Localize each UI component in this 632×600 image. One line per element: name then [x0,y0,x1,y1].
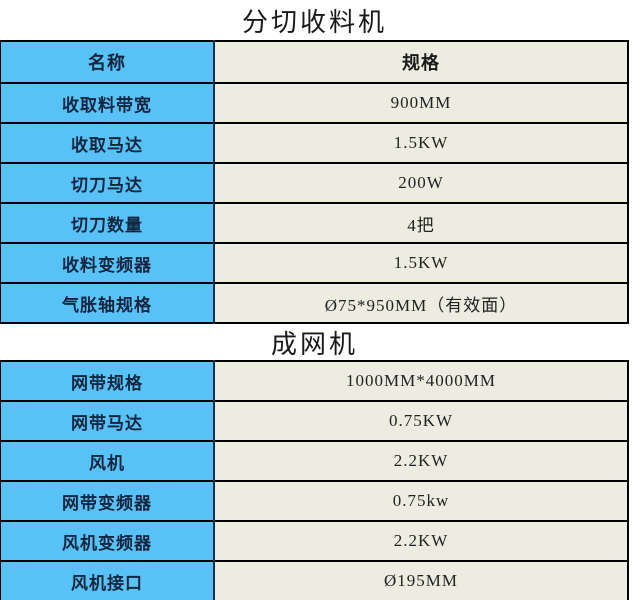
row-label-cell: 收取马达 [0,123,215,163]
row-label-cell: 切刀马达 [0,163,215,203]
row-label-cell: 风机变频器 [0,521,215,561]
section-title-slitting-winder: 分切收料机 [241,7,387,37]
row-label-cell: 气胀轴规格 [0,283,215,323]
row-value-cell: 2.2KW [214,441,628,481]
row-label-cell: 收料变频器 [0,243,215,283]
row-value-cell: 0.75kw [214,481,628,521]
table-row: 风机接口 Ø195MM [0,561,628,600]
row-label-cell: 网带规格 [0,361,215,401]
spec-table-slitting-winder: 名称 规格 收取料带宽 900MM 收取马达 1.5KW 切刀马达 200W 切… [0,40,629,324]
row-value-cell: Ø195MM [214,561,628,600]
row-value-cell: Ø75*950MM（有效面） [214,283,628,323]
row-value-cell: 1.5KW [214,243,628,283]
row-label-cell: 切刀数量 [0,203,215,243]
row-label-cell: 网带马达 [0,401,215,441]
row-value-cell: 4把 [214,203,628,243]
table-row: 风机变频器 2.2KW [0,521,628,561]
row-value-cell: 200W [214,163,628,203]
table-row: 气胀轴规格 Ø75*950MM（有效面） [0,283,628,323]
table-row: 网带马达 0.75KW [0,401,628,441]
table-row: 切刀数量 4把 [0,203,628,243]
row-label-cell: 风机接口 [0,561,215,600]
header-name-cell: 名称 [0,41,215,83]
table-row: 收取马达 1.5KW [0,123,628,163]
section-title-web-forming-machine: 成网机 [270,329,358,359]
table-row: 收取料带宽 900MM [0,83,628,123]
row-value-cell: 1.5KW [214,123,628,163]
row-label-cell: 网带变频器 [0,481,215,521]
table-header-row: 名称 规格 [0,41,628,83]
table-row: 收料变频器 1.5KW [0,243,628,283]
row-label-cell: 收取料带宽 [0,83,215,123]
table-row: 切刀马达 200W [0,163,628,203]
row-label-cell: 风机 [0,441,215,481]
table-row: 网带变频器 0.75kw [0,481,628,521]
row-value-cell: 0.75KW [214,401,628,441]
row-value-cell: 900MM [214,83,628,123]
table-row: 风机 2.2KW [0,441,628,481]
row-value-cell: 2.2KW [214,521,628,561]
spec-table-web-forming-machine: 网带规格 1000MM*4000MM 网带马达 0.75KW 风机 2.2KW … [0,360,629,600]
row-value-cell: 1000MM*4000MM [214,361,628,401]
header-spec-cell: 规格 [214,41,628,83]
table-row: 网带规格 1000MM*4000MM [0,361,628,401]
